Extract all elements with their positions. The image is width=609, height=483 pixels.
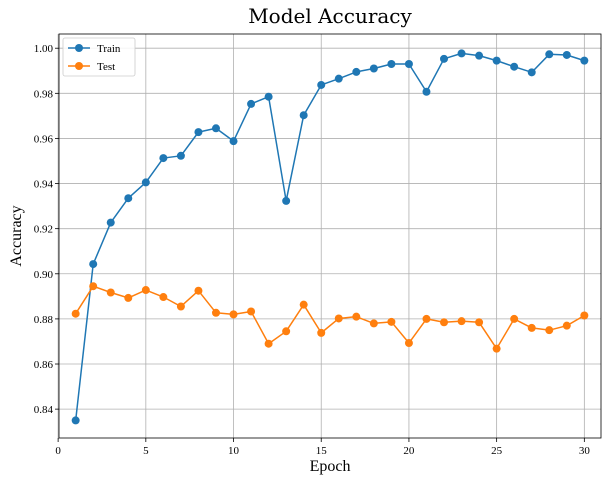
test-point [457, 317, 466, 326]
train-point [229, 137, 238, 146]
test-point [106, 288, 115, 297]
test-point [527, 323, 536, 332]
legend: Train Test [62, 37, 136, 77]
series-layer [71, 49, 589, 425]
train-point [580, 56, 589, 65]
x-tick-label: 20 [403, 445, 415, 457]
test-point [282, 327, 291, 336]
legend-swatch-marker [75, 44, 83, 52]
train-point [369, 64, 378, 73]
train-point [562, 50, 571, 59]
test-point [194, 286, 203, 295]
test-point [124, 293, 133, 302]
y-tick-label: 0.84 [34, 404, 54, 416]
test-point [404, 339, 413, 348]
test-point [159, 293, 168, 302]
train-point [404, 60, 413, 69]
train-point [317, 80, 326, 89]
test-point [299, 300, 308, 309]
train-point [106, 218, 115, 227]
test-point [247, 307, 256, 316]
test-point [440, 318, 449, 327]
train-point [422, 87, 431, 96]
train-point [211, 124, 220, 133]
y-tick-label: 0.98 [34, 88, 54, 100]
test-line [75, 285, 585, 350]
test-point [71, 309, 80, 318]
train-point [299, 111, 308, 120]
train-point [71, 416, 80, 425]
train-point [124, 194, 133, 203]
y-axis-label: Accuracy [8, 205, 25, 266]
test-point [562, 321, 571, 330]
test-point [141, 286, 150, 295]
test-point [369, 319, 378, 328]
legend-label-train: Train [97, 43, 121, 55]
x-tick-label: 5 [143, 445, 149, 457]
x-tick-label: 0 [55, 445, 61, 457]
train-point [194, 128, 203, 137]
x-tick-label: 25 [491, 445, 503, 457]
ticks: 0 5 10 15 20 25 30 0.84 0.86 0.88 0.90 0.92 0.94 0.96… [34, 43, 591, 457]
y-tick-label: 0.96 [34, 133, 54, 145]
train-point [247, 99, 256, 108]
legend-label-test: Test [97, 61, 115, 73]
train-point [159, 154, 168, 163]
x-tick-label: 10 [228, 445, 240, 457]
y-tick-label: 0.90 [34, 269, 54, 281]
train-point [387, 60, 396, 69]
train-point [440, 54, 449, 63]
y-tick-label: 0.94 [34, 179, 54, 191]
x-axis-label: Epoch [310, 458, 351, 475]
test-point [510, 314, 519, 323]
series-train [71, 49, 589, 425]
train-point [527, 68, 536, 77]
plot-frame [58, 33, 602, 439]
y-tick-label: 1.00 [34, 43, 54, 55]
legend-swatch-marker [75, 62, 83, 70]
grid [57, 34, 601, 438]
y-tick-label: 0.86 [34, 359, 54, 371]
train-point [282, 196, 291, 205]
test-point [580, 311, 589, 320]
train-point [457, 49, 466, 58]
y-tick-label: 0.92 [34, 224, 53, 236]
series-test [71, 282, 589, 353]
train-point [264, 92, 273, 101]
train-point [492, 56, 501, 65]
x-tick-label: 30 [579, 445, 591, 457]
test-point [264, 339, 273, 348]
train-point [176, 151, 185, 160]
test-point [387, 317, 396, 326]
test-point [176, 302, 185, 311]
y-tick-label: 0.88 [34, 314, 54, 326]
x-tick-label: 15 [316, 445, 328, 457]
train-point [545, 50, 554, 59]
train-line [74, 52, 585, 421]
test-point [229, 310, 238, 319]
chart-title: Model Accuracy [248, 4, 412, 28]
test-point [475, 318, 484, 327]
test-point [211, 308, 220, 317]
train-point [334, 74, 343, 83]
train-point [141, 178, 150, 187]
test-point [317, 328, 326, 337]
test-point [352, 312, 361, 321]
test-point [545, 326, 554, 335]
test-point [89, 282, 98, 291]
test-point [422, 314, 431, 323]
test-point [492, 344, 501, 353]
train-point [352, 67, 361, 76]
train-point [510, 62, 519, 71]
test-point [334, 314, 343, 323]
train-point [475, 51, 484, 60]
train-point [89, 260, 98, 269]
